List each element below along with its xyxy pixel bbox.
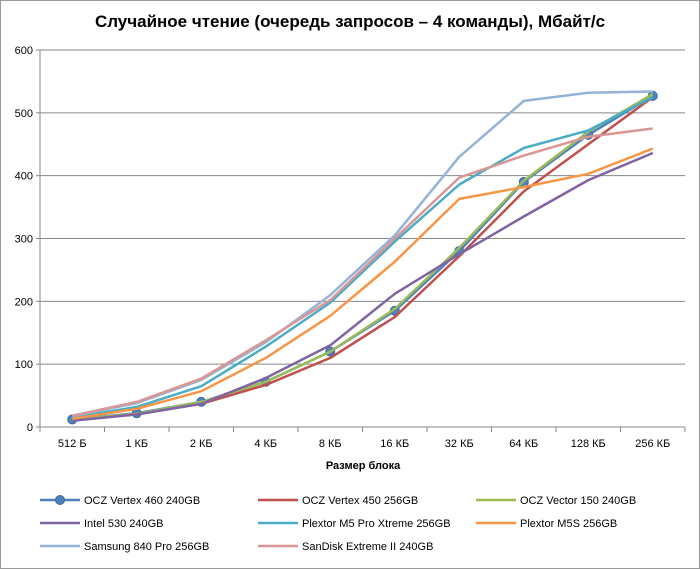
gridlines — [40, 49, 685, 365]
series-1 — [72, 96, 654, 422]
legend-item: OCZ Vector 150 240GB — [476, 495, 636, 507]
x-tick-label: 256 КБ — [635, 438, 670, 450]
x-tick-label: 512 Б — [58, 438, 87, 450]
series-lines — [67, 90, 658, 425]
legend-item: Intel 530 240GB — [40, 518, 164, 530]
series-4 — [72, 95, 654, 419]
series-3 — [72, 151, 654, 422]
legend: OCZ Vertex 460 240GB OCZ Vertex 450 256GB… — [40, 495, 636, 553]
y-tick-label: 200 — [15, 296, 33, 308]
legend-label: Plextor M5S 256GB — [520, 518, 617, 530]
y-tick-label: 500 — [15, 108, 33, 120]
legend-label: OCZ Vector 150 240GB — [520, 495, 636, 507]
x-tick-label: 32 КБ — [445, 438, 474, 450]
x-tick-label: 4 КБ — [254, 438, 277, 450]
series-line — [72, 90, 653, 418]
x-tick-label: 8 КБ — [319, 438, 342, 450]
legend-item: OCZ Vertex 450 256GB — [258, 495, 418, 507]
series-6 — [72, 90, 653, 418]
x-tick-label: 128 КБ — [571, 438, 606, 450]
legend-label: SanDisk Extreme II 240GB — [302, 541, 433, 553]
chart-title: Случайное чтение (очередь запросов – 4 к… — [95, 12, 605, 31]
y-tick-label: 300 — [15, 234, 33, 246]
x-tick-label: 1 КБ — [125, 438, 148, 450]
y-axis-ticks: 0 100 200 300 400 500 600 — [15, 45, 40, 434]
x-tick-label: 2 КБ — [190, 438, 213, 450]
series-7 — [72, 127, 653, 417]
series-line — [72, 147, 654, 421]
legend-item: Samsung 840 Pro 256GB — [40, 541, 209, 553]
legend-item: OCZ Vertex 460 240GB — [40, 495, 200, 507]
legend-marker — [55, 495, 65, 505]
x-axis-ticks: 512 Б 1 КБ 2 КБ 4 КБ 8 КБ 16 КБ 32 КБ 64 КБ 128 … — [39, 427, 686, 450]
legend-label: OCZ Vertex 460 240GB — [84, 495, 200, 507]
legend-label: OCZ Vertex 450 256GB — [302, 495, 418, 507]
series-line — [72, 95, 654, 419]
x-tick-label: 64 КБ — [509, 438, 538, 450]
x-tick-label: 16 КБ — [380, 438, 409, 450]
legend-label: Plextor M5 Pro Xtreme 256GB — [302, 518, 451, 530]
legend-label: Samsung 840 Pro 256GB — [84, 541, 209, 553]
y-tick-label: 600 — [15, 45, 33, 57]
legend-item: Plextor M5S 256GB — [476, 518, 617, 530]
legend-label: Intel 530 240GB — [84, 518, 164, 530]
series-5 — [72, 147, 654, 421]
series-line — [72, 127, 653, 417]
legend-item: SanDisk Extreme II 240GB — [258, 541, 433, 553]
y-tick-label: 400 — [15, 171, 33, 183]
y-tick-label: 100 — [15, 359, 33, 371]
x-axis-title: Размер блока — [326, 460, 401, 472]
legend-item: Plextor M5 Pro Xtreme 256GB — [258, 518, 451, 530]
series-line — [72, 151, 654, 422]
series-line — [72, 96, 654, 422]
y-tick-label: 0 — [27, 422, 33, 434]
